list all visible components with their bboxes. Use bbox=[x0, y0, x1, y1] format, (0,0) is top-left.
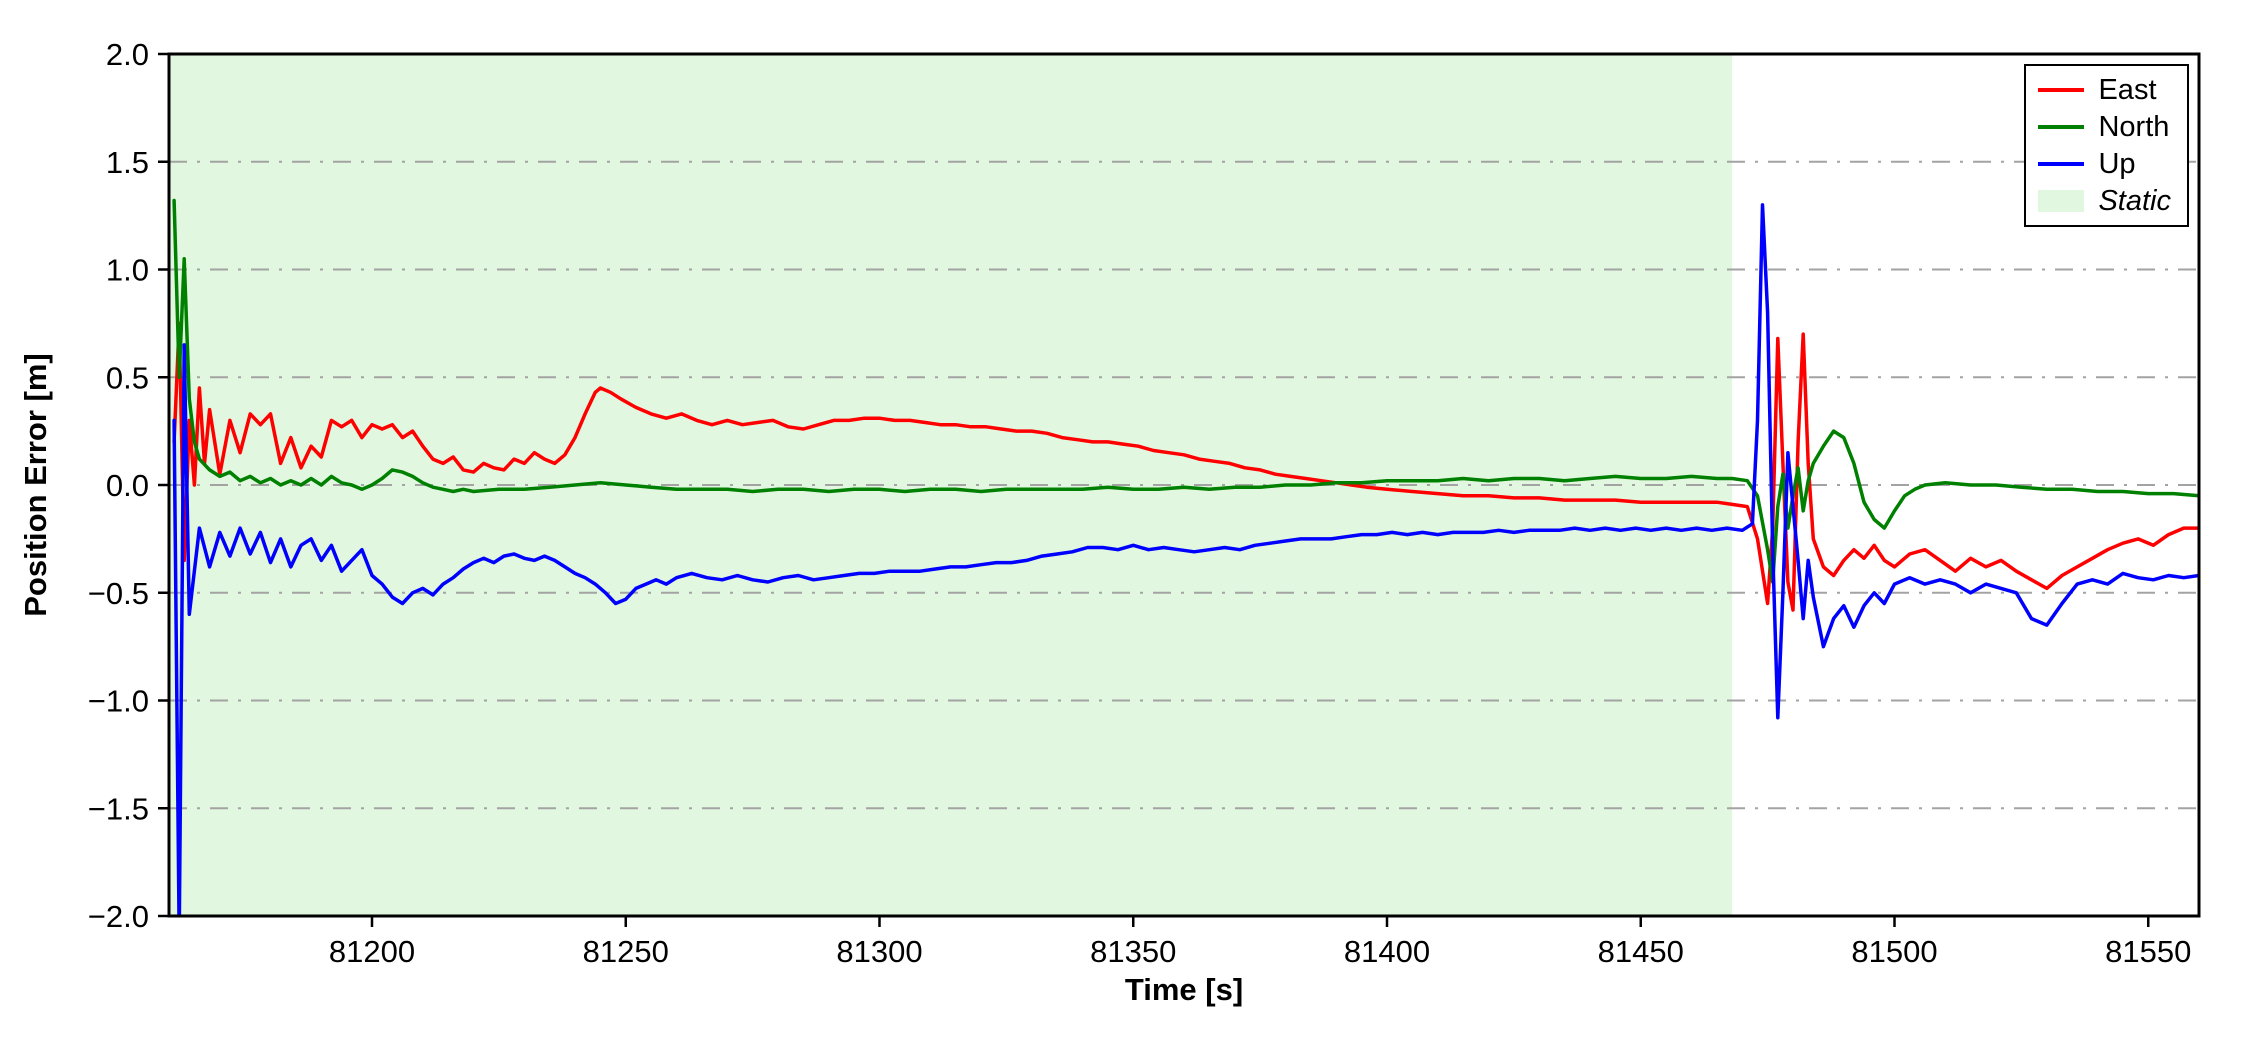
static-patch-swatch bbox=[2038, 190, 2085, 212]
x-tick-label: 81500 bbox=[1851, 934, 1937, 969]
y-tick-label: 2.0 bbox=[106, 37, 149, 72]
y-tick-label: 0.0 bbox=[106, 468, 149, 503]
x-axis-label: Time [s] bbox=[1124, 972, 1244, 1007]
x-tick-label: 81350 bbox=[1090, 934, 1176, 969]
y-axis-label: Position Error [m] bbox=[18, 353, 53, 617]
legend-item-east: East bbox=[2038, 74, 2171, 106]
legend-label-east: East bbox=[2098, 74, 2157, 106]
y-tick-label: −0.5 bbox=[88, 576, 149, 611]
y-tick-label: 1.5 bbox=[106, 145, 149, 180]
legend: East North Up Static bbox=[2024, 64, 2189, 227]
x-tick-label: 81300 bbox=[836, 934, 922, 969]
x-tick-label: 81550 bbox=[2105, 934, 2191, 969]
series-line-east bbox=[172, 321, 2199, 612]
x-tick-label: 81400 bbox=[1344, 934, 1430, 969]
series-line-north bbox=[172, 198, 2199, 584]
y-tick-label: −2.0 bbox=[88, 899, 149, 934]
legend-item-north: North bbox=[2038, 111, 2171, 143]
legend-label-static: Static bbox=[2098, 185, 2171, 217]
x-tick-label: 81250 bbox=[583, 934, 669, 969]
legend-label-north: North bbox=[2098, 111, 2170, 143]
y-tick-label: 0.5 bbox=[106, 360, 149, 395]
x-tick-label: 81200 bbox=[329, 934, 415, 969]
north-line-swatch bbox=[2038, 125, 2085, 129]
legend-label-up: Up bbox=[2098, 148, 2136, 180]
y-tick-label: −1.5 bbox=[88, 791, 149, 826]
y-tick-label: 1.0 bbox=[106, 253, 149, 288]
legend-item-up: Up bbox=[2038, 148, 2171, 180]
east-line-swatch bbox=[2038, 88, 2085, 92]
up-line-swatch bbox=[2038, 162, 2085, 166]
legend-item-static: Static bbox=[2038, 185, 2171, 217]
y-tick-label: −1.0 bbox=[88, 684, 149, 719]
series-line-up bbox=[172, 203, 2199, 916]
x-tick-label: 81450 bbox=[1598, 934, 1684, 969]
